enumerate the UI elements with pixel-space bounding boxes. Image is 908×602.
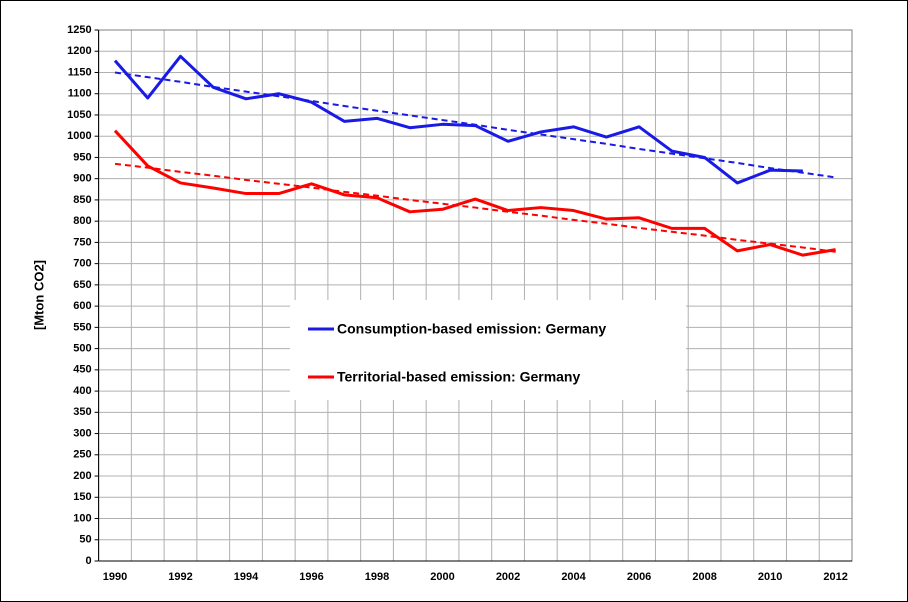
legend-label: Territorial-based emission: Germany [337,369,580,385]
x-tick-label: 1996 [299,571,323,583]
y-tick-label: 1250 [67,24,91,36]
y-tick-label: 600 [73,300,91,312]
x-tick-label: 2002 [496,571,520,583]
legend-box [290,300,686,400]
y-tick-label: 50 [79,534,91,546]
y-tick-label: 300 [73,427,91,439]
y-tick-label: 800 [73,215,91,227]
y-tick-label: 500 [73,343,91,355]
y-tick-label: 0 [85,555,91,567]
y-tick-label: 650 [73,279,91,291]
y-axis-label: [Mton CO2] [31,260,46,330]
y-tick-label: 1000 [67,130,91,142]
x-tick-label: 1992 [168,571,192,583]
y-tick-label: 100 [73,512,91,524]
x-tick-label: 2010 [758,571,782,583]
y-tick-label: 350 [73,406,91,418]
y-tick-label: 1100 [68,88,92,100]
y-tick-label: 950 [73,151,91,163]
y-tick-label: 900 [73,173,91,185]
series-line [113,54,803,185]
y-tick-label: 1050 [67,109,91,121]
legend-label: Consumption-based emission: Germany [337,321,606,337]
trend-line [114,71,836,179]
x-tick-label: 2004 [561,571,586,583]
y-tick-label: 400 [73,385,91,397]
y-tick-label: 250 [73,449,91,461]
x-tick-label: 2008 [692,571,716,583]
trend-line [114,162,836,253]
y-tick-label: 700 [73,258,91,270]
y-tick-label: 1200 [67,45,91,57]
y-tick-label: 1150 [68,66,92,78]
y-tick-label: 150 [73,491,91,503]
y-tick-label: 750 [73,236,91,248]
x-tick-label: 1998 [365,571,389,583]
x-tick-label: 2006 [627,571,651,583]
x-tick-label: 1994 [234,571,259,583]
y-tick-label: 450 [73,364,91,376]
y-tick-label: 200 [73,470,91,482]
x-tick-label: 2012 [823,571,847,583]
y-tick-label: 550 [73,321,91,333]
y-tick-label: 850 [73,194,91,206]
x-tick-label: 2000 [430,571,454,583]
series-line [113,129,836,257]
x-tick-label: 1990 [103,571,127,583]
